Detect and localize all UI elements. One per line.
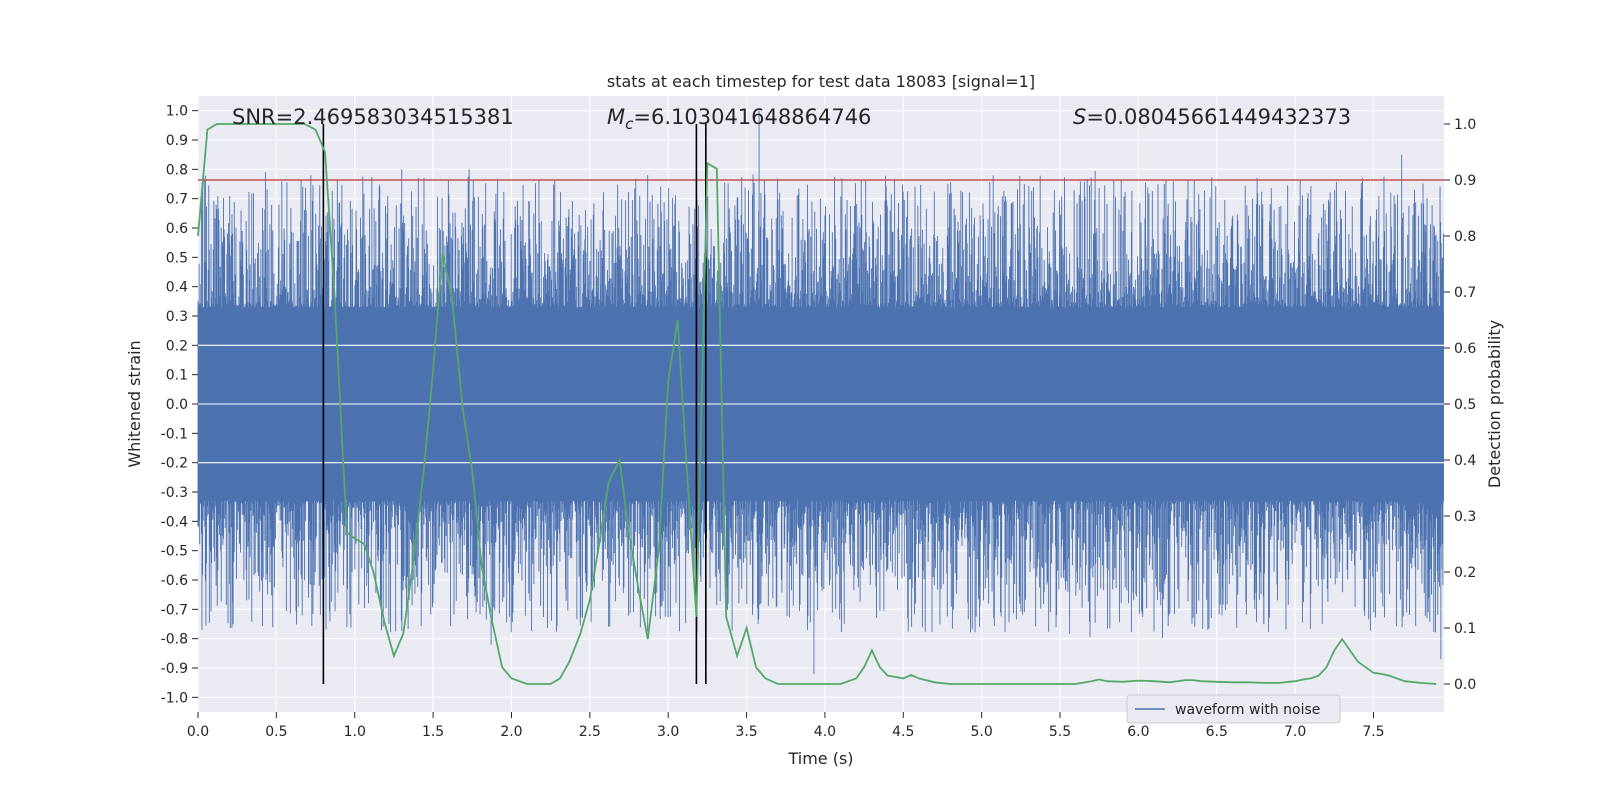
mc-subscript: c bbox=[625, 115, 634, 133]
left-tick-label: 0.3 bbox=[166, 309, 188, 325]
detection-probability-line bbox=[197, 123, 1437, 685]
left-tick-label: -0.8 bbox=[161, 632, 188, 648]
x-tick-label: 6.5 bbox=[1206, 724, 1228, 740]
right-tick-label: 0.4 bbox=[1454, 453, 1476, 469]
left-tick-label: 0.0 bbox=[166, 397, 188, 413]
right-tick-label: 0.2 bbox=[1454, 565, 1476, 581]
left-tick-label: -0.2 bbox=[161, 456, 188, 472]
right-tick-label: 0.7 bbox=[1454, 285, 1476, 301]
s-value: =0.08045661449432373 bbox=[1086, 105, 1351, 129]
x-tick-label: 2.5 bbox=[579, 724, 601, 740]
y-axis-label-right: Detection probability bbox=[1485, 320, 1504, 488]
left-tick-label: 0.5 bbox=[166, 250, 188, 266]
left-tick-label: 0.4 bbox=[166, 280, 188, 296]
x-tick-label: 3.0 bbox=[657, 724, 679, 740]
right-tick-label: 0.5 bbox=[1454, 397, 1476, 413]
x-tick-label: 5.5 bbox=[1049, 724, 1071, 740]
x-tick-label: 4.0 bbox=[814, 724, 836, 740]
mc-annotation: Mc=6.103041648864746 bbox=[607, 105, 871, 133]
left-tick-label: -0.7 bbox=[161, 602, 188, 618]
left-tick-label: -0.6 bbox=[161, 573, 188, 589]
x-tick-label: 0.5 bbox=[265, 724, 287, 740]
left-tick-label: 0.8 bbox=[166, 162, 188, 178]
left-y-axis: 1.0 0.9 0.8 0.7 0.6 0.5 0.4 0.3 0.2 0.1 0.0 -0.1 -0.… bbox=[161, 104, 198, 706]
right-tick-label: 0.8 bbox=[1454, 229, 1476, 245]
s-annotation: S=0.08045661449432373 bbox=[1073, 105, 1351, 129]
x-tick-label: 7.0 bbox=[1284, 724, 1306, 740]
x-tick-label: 2.0 bbox=[500, 724, 522, 740]
x-tick-label: 7.5 bbox=[1362, 724, 1384, 740]
right-tick-label: 0.1 bbox=[1454, 621, 1476, 637]
s-symbol: S bbox=[1073, 105, 1086, 129]
left-tick-label: -0.3 bbox=[161, 485, 188, 501]
x-tick-label: 5.0 bbox=[971, 724, 993, 740]
left-tick-label: -0.4 bbox=[161, 514, 188, 530]
snr-annotation: SNR=2.469583034515381 bbox=[232, 105, 514, 129]
x-axis: 0.0 0.5 1.0 1.5 2.0 2.5 3.0 3.5 4.0 4.5 5.0 5.5 6.0 6… bbox=[187, 712, 1385, 740]
legend: waveform with noise bbox=[1126, 694, 1341, 724]
chart-title: stats at each timestep for test data 180… bbox=[607, 72, 1035, 91]
right-tick-label: 0.9 bbox=[1454, 173, 1476, 189]
right-tick-label: 0.6 bbox=[1454, 341, 1476, 357]
left-tick-label: 1.0 bbox=[166, 104, 188, 120]
left-tick-label: 0.9 bbox=[166, 133, 188, 149]
left-tick-label: 0.1 bbox=[166, 368, 188, 384]
series-waveform-with-noise bbox=[197, 110, 1444, 674]
right-tick-label: 0.0 bbox=[1454, 677, 1476, 693]
x-tick-label: 1.0 bbox=[344, 724, 366, 740]
right-tick-label: 0.3 bbox=[1454, 509, 1476, 525]
y-axis-label-left: Whitened strain bbox=[125, 340, 144, 467]
left-tick-label: -1.0 bbox=[161, 690, 188, 706]
right-tick-label: 1.0 bbox=[1454, 117, 1476, 133]
left-tick-label: 0.7 bbox=[166, 192, 188, 208]
x-tick-label: 4.5 bbox=[892, 724, 914, 740]
x-tick-label: 6.0 bbox=[1127, 724, 1149, 740]
left-tick-label: -0.5 bbox=[161, 544, 188, 560]
mc-value: =6.103041648864746 bbox=[633, 105, 871, 129]
legend-label: waveform with noise bbox=[1175, 702, 1320, 718]
mc-symbol: M bbox=[607, 105, 625, 129]
x-tick-label: 3.5 bbox=[735, 724, 757, 740]
left-tick-label: -0.9 bbox=[161, 661, 188, 677]
left-tick-label: 0.2 bbox=[166, 338, 188, 354]
series-detection-probability bbox=[197, 123, 1437, 685]
legend-box bbox=[1126, 694, 1341, 724]
x-axis-label: Time (s) bbox=[787, 749, 853, 768]
x-tick-label: 1.5 bbox=[422, 724, 444, 740]
left-tick-label: 0.6 bbox=[166, 221, 188, 237]
plot-area bbox=[197, 96, 1444, 712]
right-y-axis: 1.0 0.9 0.8 0.7 0.6 0.5 0.4 0.3 0.2 0.1 0.0 bbox=[1444, 117, 1476, 693]
left-tick-label: -0.1 bbox=[161, 426, 188, 442]
x-tick-label: 0.0 bbox=[187, 724, 209, 740]
